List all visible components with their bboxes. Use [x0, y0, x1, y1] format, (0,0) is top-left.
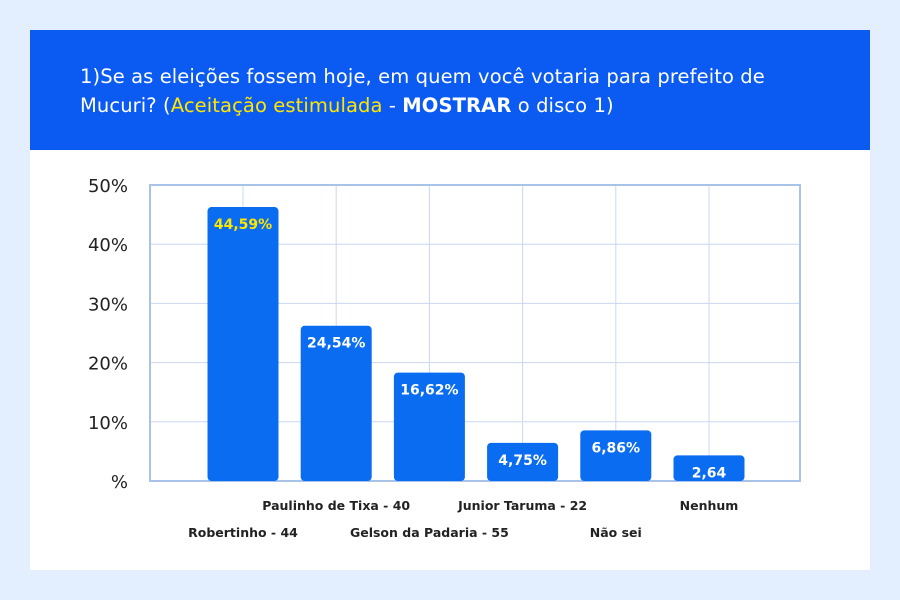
- plot-frame: [149, 184, 801, 482]
- bar: [300, 325, 372, 481]
- y-tick-label: 50%: [88, 176, 128, 197]
- bar: [580, 430, 652, 481]
- question-header: 1)Se as eleições fossem hoje, em quem vo…: [30, 30, 870, 150]
- category-label: Robertinho - 44: [188, 525, 298, 540]
- y-tick-label: 20%: [88, 354, 128, 375]
- question-title: 1)Se as eleições fossem hoje, em quem vo…: [80, 62, 840, 120]
- bar-value-label: 44,59%: [214, 217, 272, 233]
- y-tick-label: 40%: [88, 235, 128, 256]
- title-text: 1)Se as eleições fossem hoje, em quem vo…: [80, 65, 765, 117]
- bar: [393, 372, 465, 481]
- bar-value-label: 4,75%: [498, 453, 547, 469]
- y-tick-label: %: [111, 472, 128, 493]
- bar-value-label: 24,54%: [307, 336, 365, 352]
- bar: [207, 207, 279, 481]
- y-tick-label: 10%: [88, 413, 128, 434]
- bar: [487, 442, 559, 481]
- y-tick-label: 30%: [88, 294, 128, 315]
- title-highlight: Aceitação estimulada: [170, 94, 383, 117]
- title-separator: -: [382, 94, 403, 117]
- bar: [673, 455, 745, 481]
- category-label: Nenhum: [680, 498, 739, 513]
- category-label: Não sei: [590, 525, 642, 540]
- category-label: Paulinho de Tixa - 40: [262, 498, 410, 513]
- bar-value-label: 16,62%: [400, 383, 458, 399]
- title-tail: o disco 1): [511, 94, 614, 117]
- bar-value-label: 2,64: [692, 465, 727, 481]
- category-label: Gelson da Padaria - 55: [350, 525, 509, 540]
- bar-value-label: 6,86%: [592, 440, 641, 456]
- title-strong: MOSTRAR: [402, 94, 512, 117]
- category-label: Junior Taruma - 22: [457, 498, 587, 513]
